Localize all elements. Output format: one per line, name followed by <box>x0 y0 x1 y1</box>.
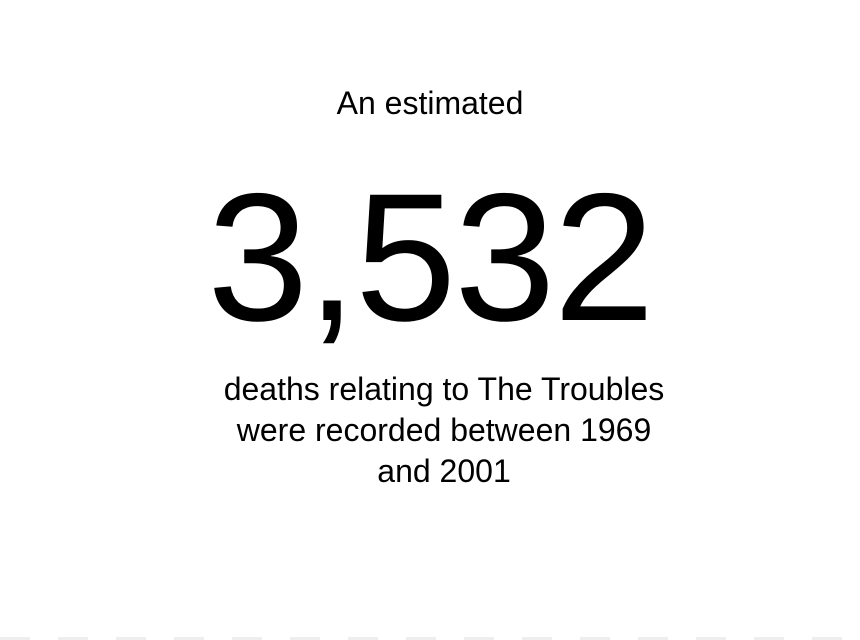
bottom-divider <box>0 637 860 640</box>
intro-text: An estimated <box>336 85 524 121</box>
caption-line: were recorded between 1969 <box>236 412 652 448</box>
caption-line: deaths relating to The Troubles <box>223 371 665 407</box>
headline-number: 3,532 <box>207 155 654 359</box>
caption-line: and 2001 <box>377 453 511 489</box>
caption-text: deaths relating to The Troubles were rec… <box>200 369 688 492</box>
